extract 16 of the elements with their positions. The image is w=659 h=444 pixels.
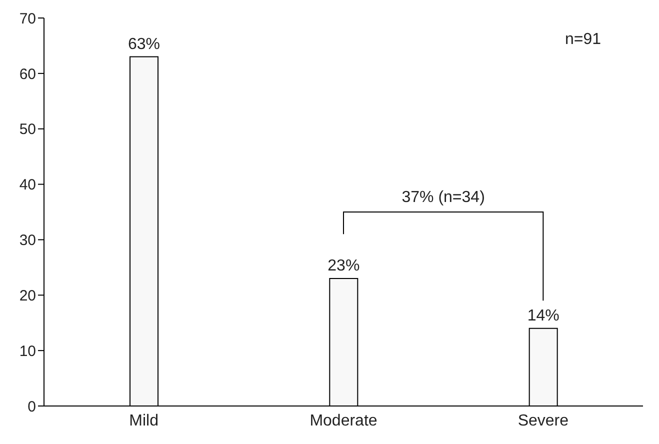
x-tick-label: Mild [129,412,159,430]
y-tick-label: 50 [19,121,36,138]
x-tick-label: Moderate [310,412,378,430]
annotation: 37% (n=34) [402,189,485,206]
data-label: 63% [128,36,160,53]
y-tick-label: 20 [19,287,36,304]
y-tick-label: 40 [19,176,36,194]
y-tick-label: 0 [28,398,36,416]
x-tick-label: Severe [518,412,569,430]
y-tick-label: 60 [19,66,36,83]
y-tick-label: 30 [19,232,36,250]
data-label: 23% [328,258,360,275]
data-label: 14% [527,307,560,324]
y-tick-label: 70 [19,10,36,28]
y-tick-label: 10 [19,342,36,360]
annotation: n=91 [564,31,602,48]
